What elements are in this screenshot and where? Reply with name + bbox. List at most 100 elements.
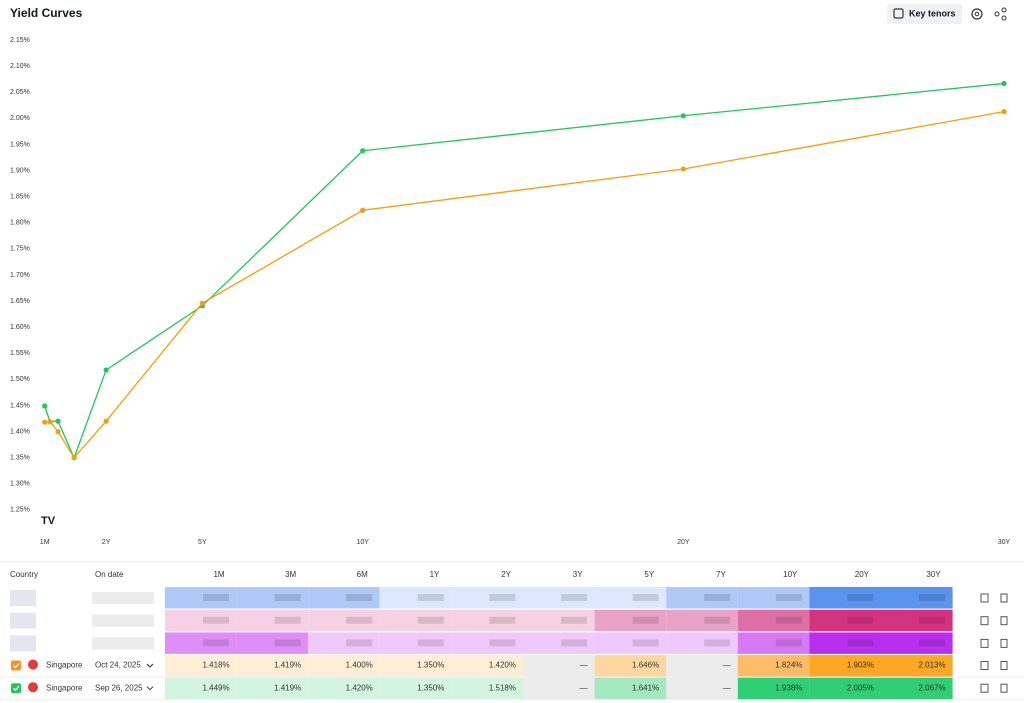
y-tick-label: 1.75% <box>10 246 30 253</box>
settings-icon[interactable] <box>971 8 983 20</box>
cell-value: 1.903% <box>847 661 874 670</box>
cell-value: 1.400% <box>346 661 373 670</box>
checkbox[interactable] <box>11 683 21 694</box>
x-tick-label: 10Y <box>356 539 369 546</box>
cell-value: 2.067% <box>918 683 945 692</box>
date: Sep 26, 2025 <box>95 683 143 692</box>
key-tenors-button[interactable] <box>887 4 962 24</box>
column-header: 3Y <box>573 570 583 579</box>
blurred-cell <box>809 587 881 609</box>
point <box>42 403 48 409</box>
blurred-text <box>274 594 301 601</box>
blurred-cell <box>594 587 667 609</box>
cell-value: 1.350% <box>417 661 444 670</box>
column-header: 2Y <box>501 570 511 579</box>
blurred-cell <box>165 609 237 632</box>
blurred-cell <box>165 632 237 654</box>
cell <box>809 655 881 677</box>
cell-value: 1.420% <box>346 683 373 692</box>
x-tick-label: 20Y <box>677 539 690 546</box>
blurred-text <box>704 639 731 647</box>
y-tick-label: 1.80% <box>10 220 30 227</box>
blurred-text <box>417 639 444 647</box>
blurred-text <box>561 594 587 601</box>
blurred-cell <box>594 632 667 654</box>
blurred-cell <box>809 609 881 632</box>
cell <box>236 677 309 700</box>
flag-icon <box>28 682 38 693</box>
blurred-text <box>704 616 731 624</box>
calendar-icon <box>893 8 904 19</box>
point <box>1001 109 1007 115</box>
x-tick-label: 1M <box>40 539 50 546</box>
column-header: 3M <box>285 570 296 579</box>
blurred-cell <box>737 609 810 632</box>
share-node <box>1001 7 1007 13</box>
column-header: 6M <box>357 570 368 579</box>
copy-icon <box>980 638 989 648</box>
x-tick-label: 5Y <box>198 539 207 546</box>
blurred-text <box>274 639 301 647</box>
blurred-text <box>632 594 659 601</box>
cell-value: — <box>580 661 588 670</box>
blurred-text <box>775 594 802 601</box>
y-tick-label: 1.50% <box>10 376 30 383</box>
cell-value: 1.418% <box>202 661 229 670</box>
checkbox[interactable] <box>11 660 21 671</box>
blurred-date <box>92 592 154 604</box>
cell <box>308 677 380 700</box>
cell <box>523 655 595 677</box>
blurred-cell <box>523 587 595 609</box>
blurred-text <box>489 616 516 624</box>
blurred-cell <box>379 609 452 632</box>
blurred-cell <box>379 587 452 609</box>
blurred-cell <box>451 587 523 609</box>
cell <box>379 655 452 677</box>
blurred-text <box>919 594 945 601</box>
column-header: 1Y <box>430 570 440 579</box>
y-tick-label: 2.00% <box>10 115 30 122</box>
cell-value: — <box>723 661 731 670</box>
blurred-text <box>489 594 516 601</box>
blurred-cell <box>881 609 953 632</box>
delete-icon <box>1000 616 1008 626</box>
x-tick-label: 30Y <box>998 539 1011 546</box>
blurred-cell <box>666 609 738 632</box>
blurred-date <box>92 614 154 627</box>
blurred-text <box>704 594 731 601</box>
blurred-date <box>92 637 154 650</box>
blurred-cell <box>666 632 738 654</box>
cell <box>881 677 953 700</box>
blurred-text <box>847 616 874 624</box>
blurred-text <box>489 639 516 647</box>
point <box>42 419 48 425</box>
blurred-text <box>346 616 373 624</box>
blurred-flag <box>10 635 36 652</box>
point <box>680 113 686 119</box>
cell-value: 2.005% <box>847 683 874 692</box>
checkmark <box>13 663 20 669</box>
cell-value: 1.350% <box>417 683 444 692</box>
cell-value: — <box>580 683 588 692</box>
point <box>103 367 109 373</box>
cell <box>666 655 738 677</box>
copy-icon <box>980 683 989 693</box>
share-node <box>994 11 1000 17</box>
blurred-cell <box>523 632 595 654</box>
point <box>55 429 61 435</box>
x-tick-label: 2Y <box>102 539 111 546</box>
share-icon[interactable] <box>994 7 1007 21</box>
key-tenors-label: Key tenors <box>909 8 956 18</box>
blurred-text <box>346 639 373 647</box>
y-tick-label: 1.85% <box>10 194 30 201</box>
blurred-rows <box>10 587 1008 654</box>
cell <box>165 677 237 700</box>
blurred-text <box>632 616 659 624</box>
blurred-text <box>775 639 802 647</box>
y-tick-label: 1.55% <box>10 350 30 357</box>
column-header: 5Y <box>644 570 654 579</box>
y-tick-label: 1.40% <box>10 428 30 435</box>
copy-icon <box>980 616 989 626</box>
country: Singapore <box>46 661 83 670</box>
y-tick-label: 1.30% <box>10 481 30 488</box>
